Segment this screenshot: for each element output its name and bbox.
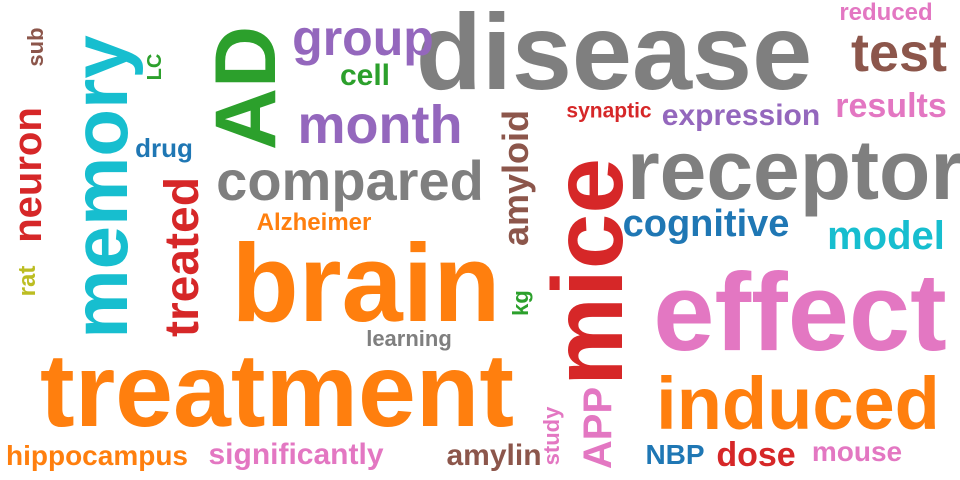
word-mouse: mouse [811, 436, 903, 467]
word-synaptic: synaptic [566, 99, 652, 123]
word-month: month [297, 95, 463, 155]
word-treatment: treatment [40, 333, 514, 449]
word-amylin: amylin [446, 439, 542, 472]
word-memory: memory [56, 35, 144, 339]
word-kg: kg [508, 290, 533, 316]
word-disease: disease [415, 0, 813, 112]
word-compared: compared [216, 149, 484, 212]
word-Alzheimer: Alzheimer [256, 209, 372, 236]
word-LC: LC [144, 53, 166, 81]
word-dose: dose [716, 436, 796, 474]
word-sub: sub [23, 27, 48, 67]
word-cell: cell [339, 59, 391, 92]
word-receptor: receptor [626, 123, 960, 217]
word-significantly: significantly [208, 438, 384, 471]
word-AD: AD [198, 25, 294, 151]
word-neuron: neuron [6, 107, 50, 243]
word-reduced: reduced [839, 0, 933, 26]
word-expression: expression [661, 99, 821, 132]
word-test: test [850, 23, 948, 83]
word-brain: brain [231, 222, 501, 345]
word-study: study [539, 406, 564, 466]
word-treated: treated [156, 176, 209, 338]
word-amyloid: amyloid [495, 109, 536, 247]
word-APP: APP [576, 386, 620, 470]
word-model: model [827, 214, 945, 258]
word-drug: drug [135, 133, 193, 163]
word-hippocampus: hippocampus [5, 440, 189, 471]
word-induced: induced [656, 362, 940, 445]
word-results: results [835, 87, 947, 125]
word-group: group [292, 10, 434, 66]
word-cognitive: cognitive [622, 203, 790, 245]
word-mice: mice [532, 158, 644, 386]
word-effect: effect [653, 251, 947, 374]
word-NBP: NBP [645, 439, 705, 470]
word-rat: rat [14, 265, 41, 297]
word-learning: learning [366, 326, 452, 351]
